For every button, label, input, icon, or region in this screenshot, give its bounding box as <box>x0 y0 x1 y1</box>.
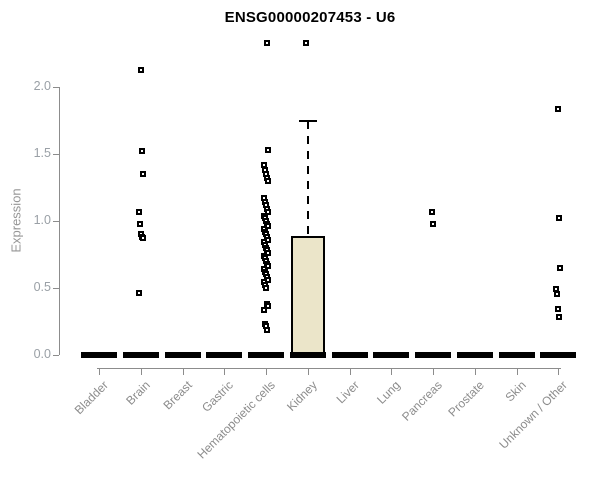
outlier-point <box>265 147 272 154</box>
x-axis-tick <box>558 369 560 375</box>
y-axis-tick <box>53 354 59 356</box>
y-tick-label: 1.5 <box>33 146 51 161</box>
box <box>290 235 325 355</box>
x-axis-tick <box>141 369 143 375</box>
x-axis-tick <box>433 369 435 375</box>
outlier-point <box>138 66 145 73</box>
outlier-point <box>265 303 272 310</box>
outlier-point <box>136 208 143 215</box>
outlier-point <box>261 161 268 168</box>
y-axis-tick <box>53 287 59 289</box>
median-bar <box>498 351 535 358</box>
outlier-point <box>555 105 562 112</box>
x-axis-tick <box>224 369 226 375</box>
median-bar <box>248 351 285 358</box>
median-bar <box>415 351 452 358</box>
median-bar <box>331 351 368 358</box>
y-tick-label: 0.0 <box>33 346 51 361</box>
outlier-point <box>264 40 271 47</box>
median-bar <box>373 351 410 358</box>
outlier-point <box>264 327 271 334</box>
outlier-point <box>302 40 309 47</box>
outlier-point <box>265 177 272 184</box>
whisker-line <box>306 120 309 236</box>
outlier-point <box>137 220 144 227</box>
outlier-point <box>553 286 560 293</box>
outlier-point <box>140 171 147 178</box>
y-axis-tick <box>53 154 59 156</box>
x-axis-tick <box>391 369 393 375</box>
x-axis-tick <box>516 369 518 375</box>
median-bar <box>164 351 201 358</box>
outlier-point <box>556 215 563 222</box>
chart-title: ENSG00000207453 - U6 <box>224 9 396 26</box>
outlier-point <box>265 208 272 215</box>
outlier-point <box>261 307 268 314</box>
median-bar <box>540 351 577 358</box>
outlier-point <box>554 291 561 298</box>
outlier-point <box>556 314 563 321</box>
y-tick-label: 0.5 <box>33 279 51 294</box>
outlier-point <box>139 148 146 155</box>
x-axis-tick <box>474 369 476 375</box>
median-bar <box>456 351 493 358</box>
y-axis-line <box>59 87 60 356</box>
whisker-cap <box>298 119 317 122</box>
outlier-point <box>429 208 436 215</box>
outlier-point <box>136 290 143 297</box>
outlier-point <box>430 220 437 227</box>
x-axis-line <box>97 368 561 369</box>
x-axis-tick <box>99 369 101 375</box>
x-axis-tick <box>182 369 184 375</box>
x-axis-tick <box>266 369 268 375</box>
median-bar <box>289 351 326 358</box>
outlier-point <box>140 235 147 242</box>
median-bar <box>206 351 243 358</box>
x-axis-tick <box>349 369 351 375</box>
y-axis-tick <box>53 220 59 222</box>
y-tick-label: 1.0 <box>33 212 51 227</box>
median-bar <box>81 351 118 358</box>
median-bar <box>123 351 160 358</box>
y-tick-label: 2.0 <box>33 79 51 94</box>
outlier-point <box>557 264 564 271</box>
x-axis-tick <box>307 369 309 375</box>
y-axis-tick <box>53 87 59 89</box>
outlier-point <box>263 284 270 291</box>
outlier-point <box>555 306 562 313</box>
